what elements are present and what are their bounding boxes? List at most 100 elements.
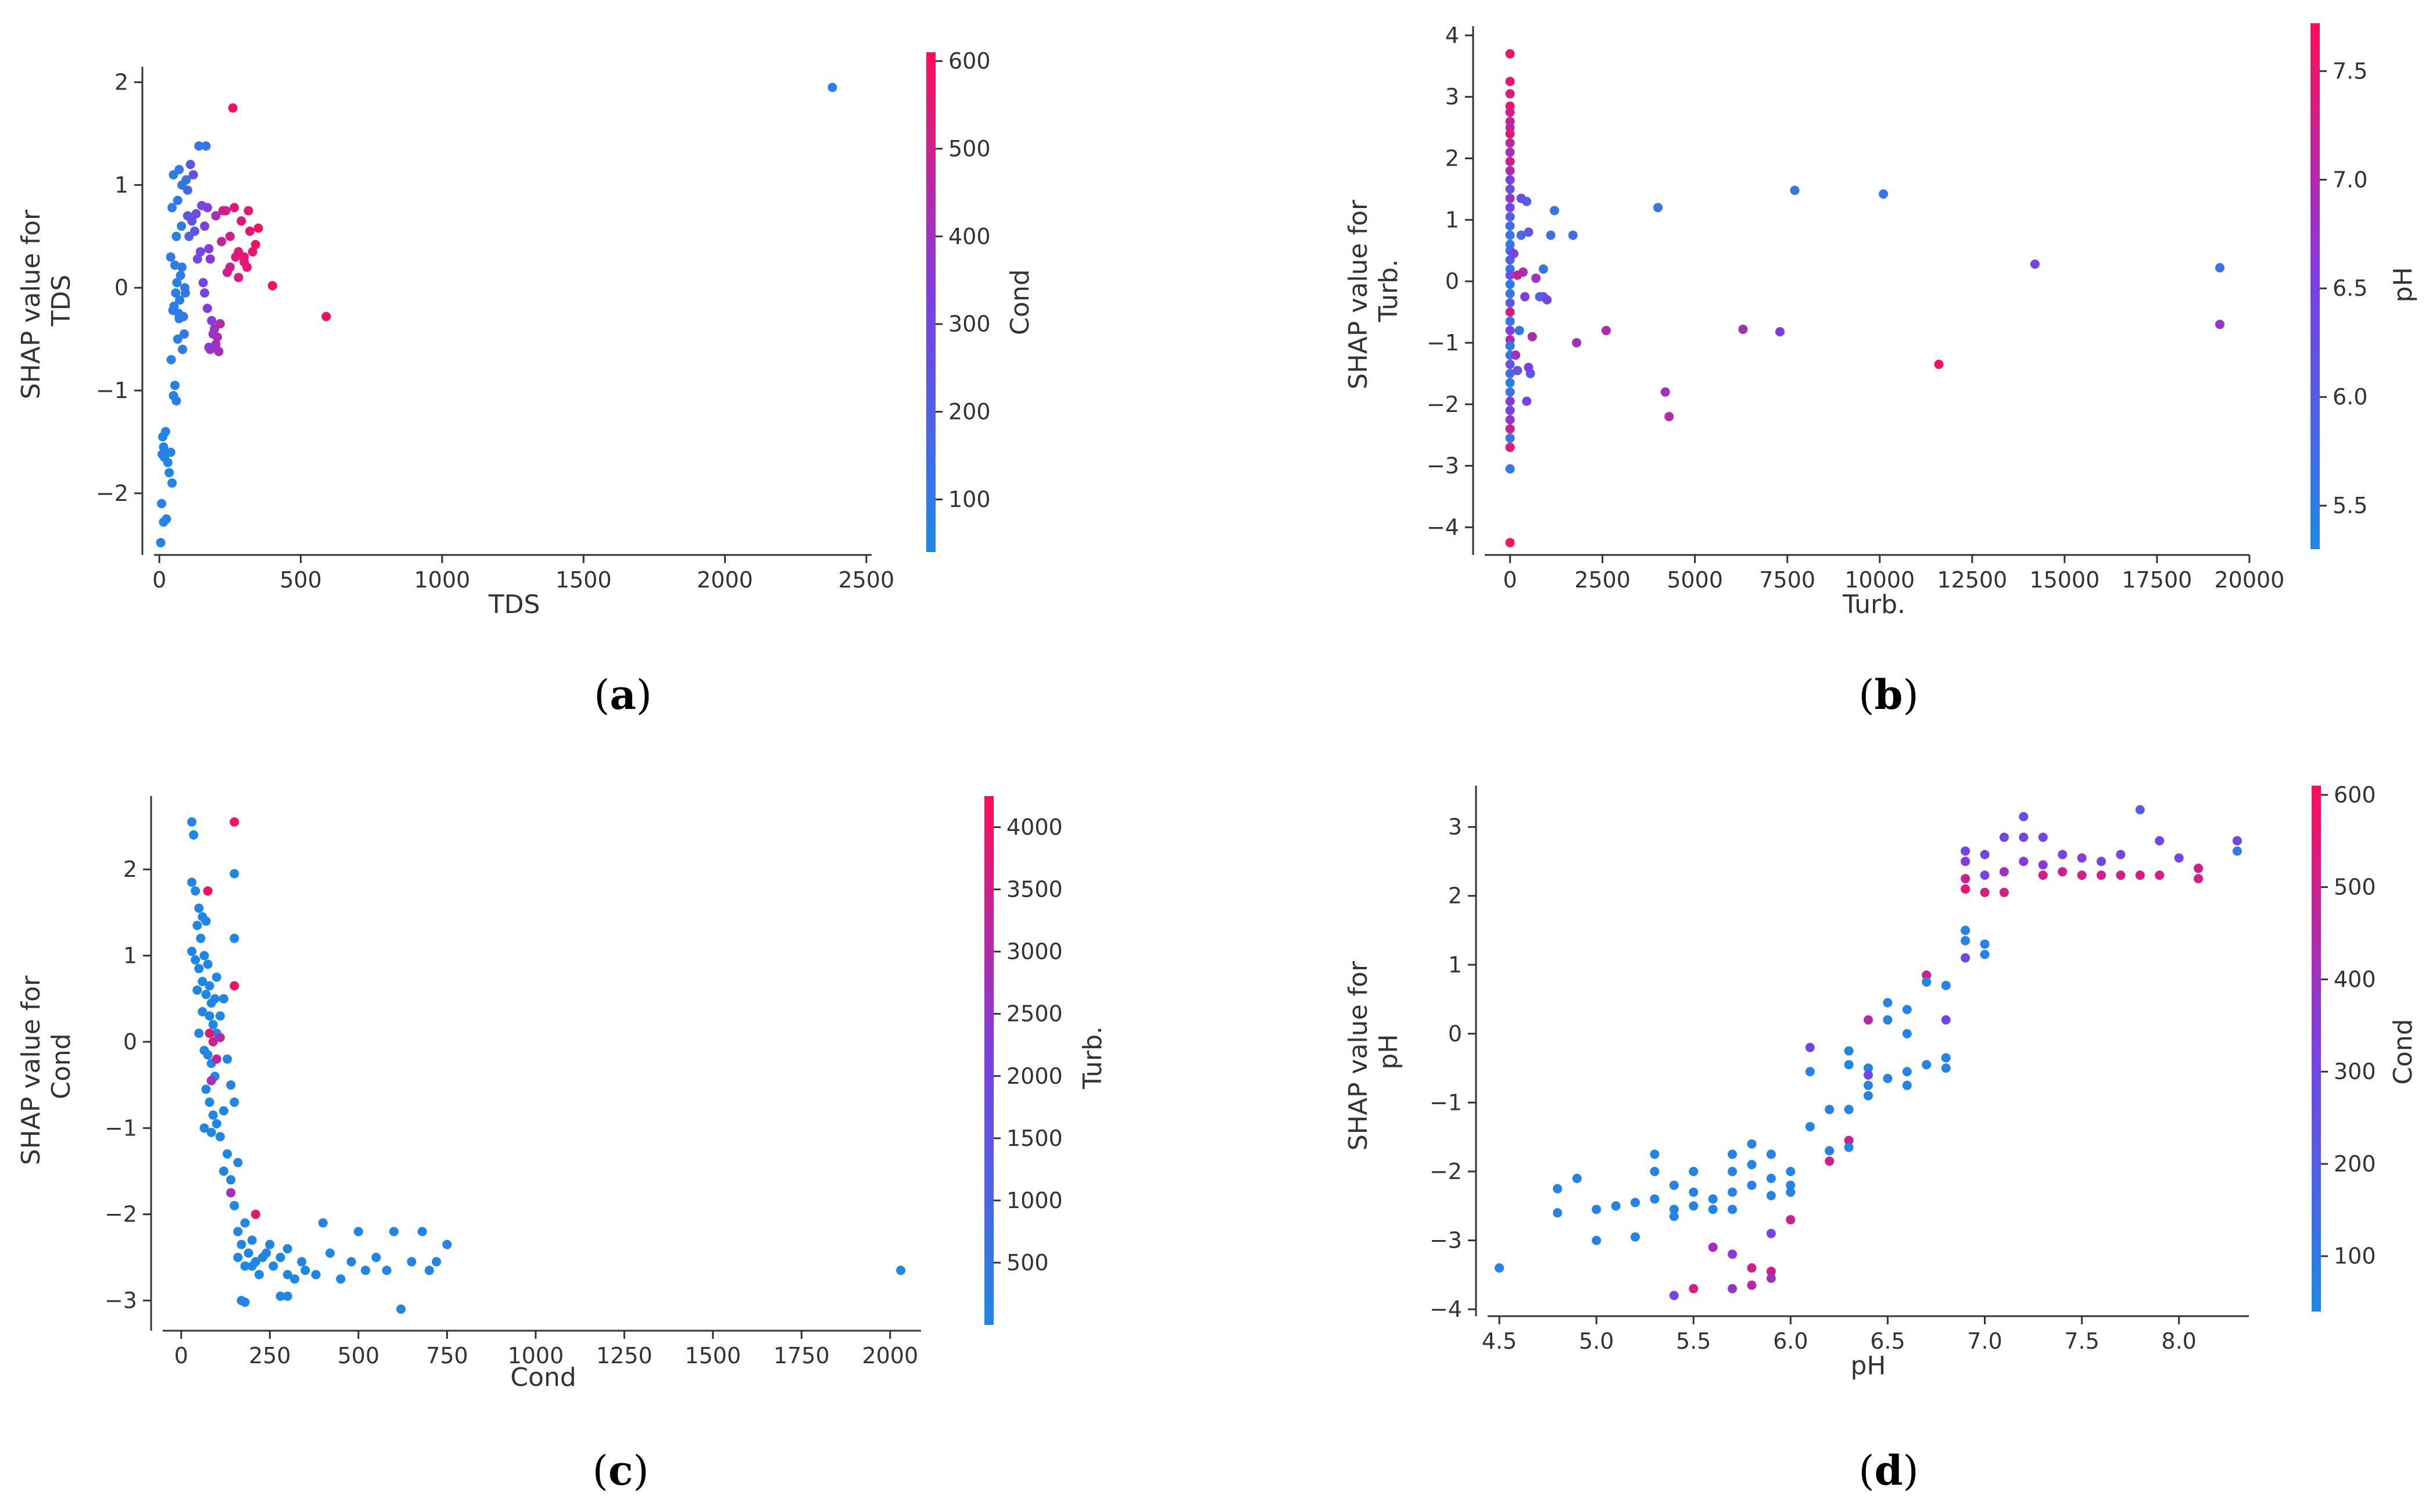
data-point (202, 303, 212, 313)
colorbar-tick-label: 100 (2334, 1244, 2376, 1269)
data-point (1505, 166, 1515, 175)
colorbar-tick-label: 200 (2334, 1151, 2376, 1177)
data-point (1766, 1191, 1776, 1201)
data-point (171, 288, 181, 298)
data-point (2077, 870, 2087, 880)
data-point (202, 203, 212, 213)
colorbar-tick-label: 600 (2334, 782, 2376, 808)
data-point (1922, 977, 1932, 987)
data-point (1747, 1180, 1757, 1190)
data-point (1708, 1242, 1718, 1252)
data-point (200, 288, 210, 298)
x-tick-label: 0 (174, 1343, 188, 1368)
y-tick-label: −4 (1427, 514, 1459, 540)
data-point (1505, 289, 1515, 299)
y-tick-label: −2 (105, 1202, 137, 1227)
data-point (250, 239, 260, 249)
colorbar-tick-label: 1000 (1006, 1188, 1063, 1213)
x-tick-label: 5000 (1667, 567, 1723, 593)
data-point (1728, 1167, 1738, 1176)
data-point (2019, 857, 2029, 866)
x-tick-label: 0 (1503, 567, 1517, 593)
data-point (1980, 950, 1990, 959)
data-point (169, 302, 179, 311)
data-point (1546, 230, 1556, 240)
data-point (164, 468, 174, 478)
data-point (180, 329, 189, 339)
data-point (1980, 850, 1990, 859)
x-tick-label: 0 (152, 567, 166, 593)
data-point (1941, 1053, 1951, 1063)
x-axis-label: Cond (510, 1363, 576, 1392)
x-tick-label: 500 (338, 1343, 380, 1368)
data-point (205, 254, 215, 264)
data-point (1747, 1160, 1757, 1170)
x-tick-label: 2500 (838, 567, 894, 593)
data-point (1786, 1215, 1796, 1224)
x-tick-label: 15000 (2029, 567, 2100, 593)
data-point (192, 985, 202, 995)
data-point (2215, 320, 2224, 329)
y-tick-label: −3 (1430, 1228, 1462, 1253)
data-point (1505, 368, 1515, 378)
data-point (1538, 264, 1548, 274)
data-point (2077, 853, 2087, 863)
x-tick-label: 1000 (507, 1343, 564, 1368)
data-point (187, 216, 197, 226)
colorbar-tick-label: 200 (948, 399, 991, 425)
data-point (1516, 230, 1526, 240)
data-point (203, 886, 213, 896)
data-point (1934, 360, 1944, 369)
data-point (243, 1248, 253, 1258)
data-point (230, 869, 239, 879)
colorbar-tick-label: 500 (948, 136, 991, 162)
colorbar (2312, 786, 2321, 1312)
data-point (300, 1266, 310, 1275)
data-point (1669, 1180, 1679, 1190)
data-point (218, 206, 228, 216)
data-point (282, 1270, 292, 1280)
data-point (181, 175, 191, 185)
colorbar-tick-label: 1500 (1006, 1126, 1063, 1151)
data-point (267, 281, 277, 291)
y-axis-label: SHAP value for pH (1344, 953, 1403, 1151)
colorbar-tick-label: 400 (2334, 966, 2376, 992)
data-point (194, 963, 204, 973)
data-point (1902, 1005, 1912, 1015)
data-point (1505, 415, 1515, 425)
data-point (199, 951, 209, 961)
data-point (1669, 1212, 1679, 1221)
data-point (290, 1274, 299, 1284)
y-tick-label: 0 (114, 275, 128, 300)
x-tick-label: 1500 (685, 1343, 741, 1368)
data-point (1728, 1205, 1738, 1214)
x-axis-label: TDS (488, 590, 540, 619)
data-point (1790, 185, 1800, 195)
data-point (1844, 1060, 1854, 1070)
data-point (1664, 411, 1674, 421)
data-point (208, 1037, 218, 1047)
data-point (189, 830, 199, 840)
data-point (1728, 1249, 1738, 1259)
data-point (2038, 860, 2048, 870)
x-tick-label: 17500 (2122, 567, 2192, 593)
x-tick-label: 4.5 (1482, 1328, 1517, 1354)
data-point (1941, 1015, 1951, 1025)
data-point (1669, 1291, 1679, 1300)
colorbar-ticks: 500 1000 1500 2000 2500 3000 3500 4000 (994, 815, 1063, 1275)
data-point (1825, 1156, 1835, 1166)
data-point (187, 877, 197, 887)
data-point (361, 1266, 370, 1275)
data-point (1728, 1284, 1738, 1294)
panel-caption: (b) (1858, 671, 1919, 719)
data-point (1653, 203, 1663, 213)
data-point (2058, 867, 2068, 877)
data-point (1883, 1073, 1893, 1083)
data-point (1844, 1135, 1854, 1145)
data-point (268, 1261, 278, 1271)
data-point (240, 1218, 250, 1228)
data-point (1592, 1205, 1602, 1214)
x-tick-label: 1250 (596, 1343, 653, 1368)
data-point (1738, 324, 1748, 334)
x-tick-label: 8.0 (2161, 1328, 2196, 1354)
